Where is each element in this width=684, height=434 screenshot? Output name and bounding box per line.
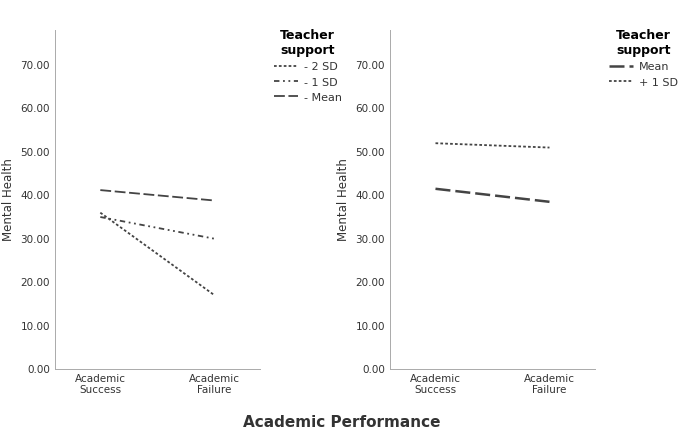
- Text: Academic Performance: Academic Performance: [244, 414, 440, 430]
- Y-axis label: Mental Health: Mental Health: [2, 158, 15, 241]
- Y-axis label: Mental Health: Mental Health: [337, 158, 350, 241]
- Legend: Mean, + 1 SD: Mean, + 1 SD: [609, 29, 678, 88]
- Legend: - 2 SD, - 1 SD, - Mean: - 2 SD, - 1 SD, - Mean: [274, 29, 342, 103]
